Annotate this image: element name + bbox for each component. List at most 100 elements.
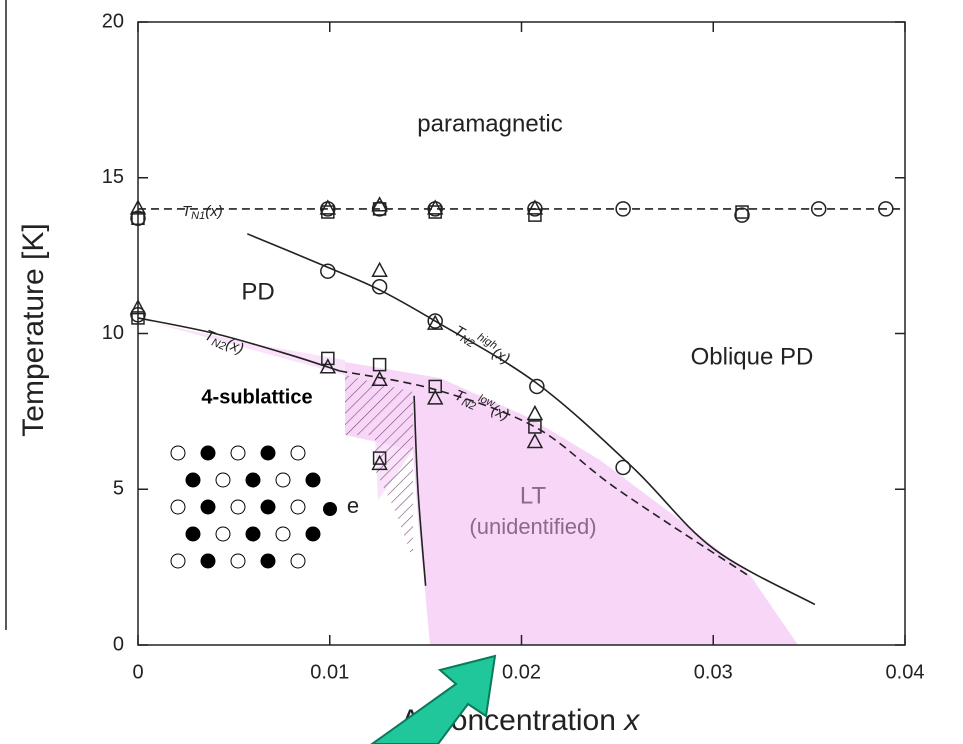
square-marker bbox=[528, 420, 542, 434]
square-marker bbox=[735, 205, 749, 219]
x-tick-label: 0.02 bbox=[502, 661, 541, 683]
lattice-site bbox=[260, 553, 276, 569]
curve-label: TN1(x) bbox=[182, 203, 223, 222]
green-arrow bbox=[370, 654, 497, 744]
square-marker bbox=[528, 208, 542, 222]
circle-marker bbox=[734, 207, 750, 223]
circle-marker bbox=[130, 210, 146, 226]
x-tick-label: 0.04 bbox=[886, 661, 925, 683]
lattice-site bbox=[200, 445, 216, 461]
lattice-site bbox=[305, 526, 321, 542]
triangle-marker bbox=[426, 389, 444, 405]
lattice-site bbox=[245, 472, 261, 488]
region-label: LT bbox=[520, 482, 547, 509]
triangle-marker bbox=[371, 370, 388, 386]
region-label: Oblique PD bbox=[691, 343, 814, 370]
circle-marker bbox=[529, 378, 545, 395]
lt-region bbox=[345, 362, 798, 645]
triangle-marker bbox=[526, 404, 544, 421]
square-marker bbox=[372, 451, 387, 465]
lattice-site bbox=[170, 499, 186, 515]
lattice-site bbox=[170, 553, 186, 569]
curve-label: TN2(x) bbox=[201, 327, 246, 360]
phase-boundary bbox=[339, 370, 751, 578]
phase-boundary bbox=[137, 317, 340, 372]
triangle-marker bbox=[426, 314, 444, 330]
region-label: paramagnetic bbox=[417, 110, 562, 137]
triangle-marker bbox=[129, 199, 147, 215]
curve-label-tail: (x) bbox=[224, 335, 247, 357]
hatched-region bbox=[345, 375, 413, 560]
lattice-site bbox=[185, 472, 201, 488]
lattice-site bbox=[260, 445, 276, 461]
lattice-site bbox=[290, 499, 306, 515]
triangle-marker bbox=[319, 358, 337, 374]
triangle-marker bbox=[526, 199, 544, 215]
lattice-site bbox=[275, 526, 291, 542]
lattice-site bbox=[305, 472, 321, 488]
y-tick-label: 5 bbox=[113, 478, 124, 500]
y-tick-label: 20 bbox=[102, 10, 124, 32]
curve-label-tail: (x) bbox=[205, 203, 223, 220]
lattice-site bbox=[200, 499, 216, 515]
circle-marker bbox=[371, 279, 388, 295]
lattice-inset bbox=[170, 445, 337, 569]
circle-marker bbox=[427, 313, 443, 329]
triangle-marker bbox=[426, 199, 444, 215]
lattice-site bbox=[185, 526, 201, 542]
curve-label-tail: (x) bbox=[489, 402, 512, 424]
phase-boundary bbox=[413, 395, 427, 586]
lattice-site bbox=[290, 445, 306, 461]
triangle-marker bbox=[371, 261, 388, 277]
lattice-site bbox=[170, 445, 186, 461]
lattice-site bbox=[230, 445, 246, 461]
square-marker bbox=[321, 205, 335, 219]
region-label: e bbox=[347, 493, 359, 518]
lattice-site bbox=[245, 526, 261, 542]
curve-label-sub: N2 bbox=[210, 336, 228, 352]
square-marker bbox=[372, 202, 387, 216]
curve-label: TN2low(x) bbox=[451, 384, 512, 426]
y-tick-label: 10 bbox=[102, 322, 124, 344]
lattice-site bbox=[290, 553, 306, 569]
lattice-site bbox=[230, 499, 246, 515]
region-label: 4-sublattice bbox=[201, 386, 312, 408]
circle-marker bbox=[615, 201, 631, 217]
square-marker bbox=[428, 205, 442, 219]
triangle-marker bbox=[319, 199, 337, 215]
lattice-site bbox=[275, 472, 291, 488]
y-tick-label: 15 bbox=[102, 166, 124, 188]
lattice-site bbox=[215, 472, 231, 488]
circle-marker bbox=[320, 263, 336, 279]
square-marker bbox=[321, 351, 335, 366]
curve-label-sub: N2 bbox=[460, 396, 478, 412]
region-label: PD bbox=[241, 278, 274, 305]
lattice-site bbox=[230, 553, 246, 569]
lattice-site bbox=[260, 499, 276, 515]
x-axis-title-var: x bbox=[622, 704, 640, 737]
region-label: (unidentified) bbox=[469, 514, 596, 539]
circle-marker bbox=[130, 307, 146, 323]
phase-boundary bbox=[246, 233, 816, 606]
curve-label-tail: (x) bbox=[489, 344, 513, 367]
circle-marker bbox=[371, 201, 388, 217]
curve-label-t: T bbox=[182, 203, 193, 220]
circle-marker bbox=[615, 459, 631, 476]
square-marker bbox=[428, 379, 442, 394]
square-marker bbox=[131, 211, 145, 225]
lattice-legend-dot bbox=[323, 502, 337, 516]
square-marker bbox=[372, 357, 387, 372]
circle-marker bbox=[878, 201, 894, 217]
triangle-marker bbox=[371, 454, 388, 471]
triangle-marker bbox=[371, 196, 388, 212]
square-marker bbox=[131, 311, 145, 325]
x-tick-label: 0 bbox=[132, 661, 143, 683]
y-tick-label: 0 bbox=[113, 633, 124, 655]
x-tick-label: 0.01 bbox=[310, 661, 349, 683]
circle-marker bbox=[810, 201, 827, 217]
curve-label-sub: N1 bbox=[191, 210, 205, 222]
y-axis-title: Temperature [K] bbox=[17, 223, 50, 436]
x-tick-label: 0.03 bbox=[694, 661, 733, 683]
triangle-marker bbox=[526, 432, 544, 449]
